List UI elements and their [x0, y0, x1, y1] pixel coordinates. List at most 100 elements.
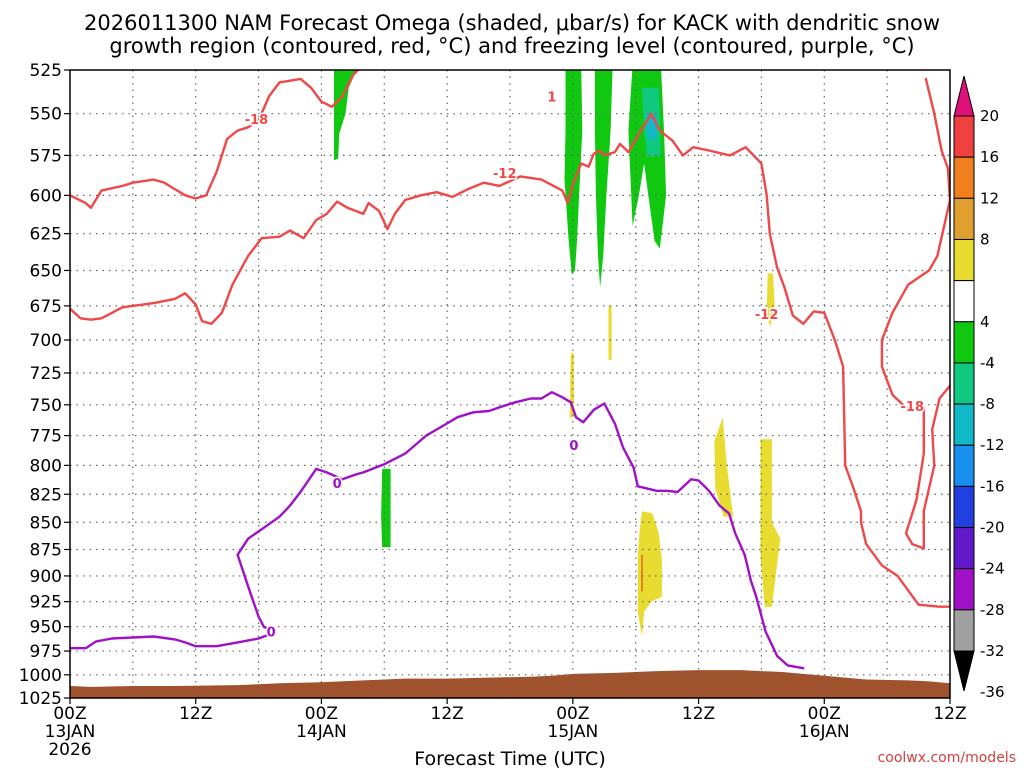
- colorbar-label--24: -24: [980, 560, 1005, 578]
- x-axis-title: Forecast Time (UTC): [414, 748, 605, 768]
- y-tick-label-725: 725: [30, 364, 62, 384]
- contour-label-3: 0: [333, 477, 342, 492]
- y-tick-label-525: 525: [30, 61, 62, 81]
- chart-title-line-1: 2026011300 NAM Forecast Omega (shaded, μ…: [84, 11, 940, 35]
- y-tick-label-775: 775: [30, 427, 62, 447]
- colorbar-label-4: 4: [980, 313, 990, 331]
- x-tick-label-3: 12Z: [431, 704, 464, 724]
- y-tick-label-950: 950: [30, 618, 62, 638]
- y-tick-label-1025: 1025: [19, 689, 62, 709]
- y-tick-label-675: 675: [30, 297, 62, 317]
- omega-shading-layer: [334, 70, 781, 637]
- contour-line-2: [70, 112, 950, 608]
- y-tick-label-900: 900: [30, 567, 62, 587]
- contour-label-extra-1: 0: [569, 439, 578, 454]
- colorbar: 20 16 12 8 4 -4 -8 -12 -16 -20 -24 -28 -32 -36: [953, 75, 1005, 701]
- y-tick-label-625: 625: [30, 225, 62, 245]
- plot-frame: [69, 69, 951, 699]
- y-tick-label-850: 850: [30, 513, 62, 533]
- x-tick-year-0: 2026: [48, 740, 91, 760]
- omega-region-15: [641, 554, 643, 592]
- colorbar-bottom-arrow: [953, 650, 975, 692]
- x-tick-label-5: 12Z: [682, 704, 715, 724]
- contour-line-1: [880, 77, 950, 550]
- colorbar-bin-1: [953, 156, 975, 199]
- omega-region-11: [714, 417, 734, 517]
- x-tick-date-2: 14JAN: [296, 722, 347, 742]
- omega-region-2: [564, 70, 583, 275]
- gridlines: [70, 70, 950, 698]
- omega-region-12: [760, 439, 781, 607]
- terrain-fill: [70, 670, 950, 698]
- contour-layer: [70, 70, 950, 670]
- x-tick-label-6: 00Z: [808, 704, 841, 724]
- contour-line-0: [70, 70, 360, 210]
- colorbar-label--16: -16: [980, 477, 1005, 495]
- colorbar-bin-5: [953, 321, 975, 364]
- chart-title-line-2: growth region (contoured, red, °C) and f…: [109, 34, 914, 58]
- colorbar-bin-0: [953, 115, 975, 158]
- contour-label-1: -18: [901, 400, 925, 415]
- colorbar-bin-11: [953, 568, 975, 611]
- colorbar-label-12: 12: [980, 189, 999, 207]
- colorbar-label--28: -28: [980, 601, 1005, 619]
- colorbar-label-20: 20: [980, 107, 999, 125]
- colorbar-label--32: -32: [980, 642, 1005, 660]
- y-tick-label-825: 825: [30, 485, 62, 505]
- omega-region-9: [608, 305, 612, 360]
- y-tick-label-650: 650: [30, 261, 62, 281]
- x-tick-label-0: 00Z: [53, 704, 86, 724]
- omega-region-0: [334, 70, 357, 161]
- x-tick-label-1: 12Z: [179, 704, 212, 724]
- colorbar-bin-12: [953, 609, 975, 652]
- x-tick-date-0: 13JAN: [45, 722, 96, 742]
- y-tick-label-750: 750: [30, 396, 62, 416]
- contour-label-extra-3: 1: [547, 90, 556, 105]
- credit-text: coolwx.com/models: [878, 750, 1016, 766]
- y-tick-label-925: 925: [30, 593, 62, 613]
- omega-region-13: [637, 511, 662, 637]
- terrain-layer: [70, 670, 950, 698]
- omega-region-1: [381, 468, 391, 548]
- contour-label-2: -12: [493, 167, 517, 182]
- y-tick-label-600: 600: [30, 186, 62, 206]
- contour-labels: -18 -18 -12 0 -12 0 0 1: [243, 89, 925, 642]
- contour-label-extra-0: -12: [755, 308, 779, 323]
- colorbar-bin-3: [953, 238, 975, 282]
- y-tick-label-1000: 1000: [19, 666, 62, 686]
- colorbar-label--20: -20: [980, 519, 1005, 537]
- y-tick-label-875: 875: [30, 540, 62, 560]
- colorbar-label--36: -36: [980, 683, 1005, 701]
- colorbar-bin-9: [953, 485, 975, 529]
- y-tick-label-800: 800: [30, 456, 62, 476]
- colorbar-bin-4: [953, 280, 975, 323]
- x-tick-label-2: 00Z: [305, 704, 338, 724]
- colorbar-bin-2: [953, 197, 975, 240]
- colorbar-bin-8: [953, 444, 975, 487]
- colorbar-bin-6: [953, 362, 975, 405]
- omega-region-3: [594, 70, 613, 288]
- colorbar-bin-10: [953, 527, 975, 570]
- contour-label-extra-2: 0: [267, 626, 276, 641]
- y-tick-label-975: 975: [30, 642, 62, 662]
- x-tick-date-6: 16JAN: [799, 722, 850, 742]
- colorbar-label--12: -12: [980, 436, 1005, 454]
- y-tick-label-700: 700: [30, 331, 62, 351]
- colorbar-label--4: -4: [980, 354, 995, 372]
- x-tick-label-7: 12Z: [933, 704, 966, 724]
- colorbar-bin-7: [953, 403, 975, 446]
- y-axis: 525 550 575 600 625 650 675 700 725 750 775 800 825 8…: [19, 61, 70, 709]
- colorbar-top-arrow: [953, 75, 975, 117]
- colorbar-label-8: 8: [980, 230, 990, 248]
- y-tick-label-550: 550: [30, 105, 62, 125]
- colorbar-label--8: -8: [980, 395, 995, 413]
- omega-region-8: [766, 273, 775, 327]
- y-tick-label-575: 575: [30, 146, 62, 166]
- x-tick-label-4: 00Z: [556, 704, 589, 724]
- contour-label-0: -18: [245, 113, 269, 128]
- colorbar-label-16: 16: [980, 148, 999, 166]
- contour-line-3: [70, 391, 805, 670]
- x-tick-date-4: 15JAN: [548, 722, 599, 742]
